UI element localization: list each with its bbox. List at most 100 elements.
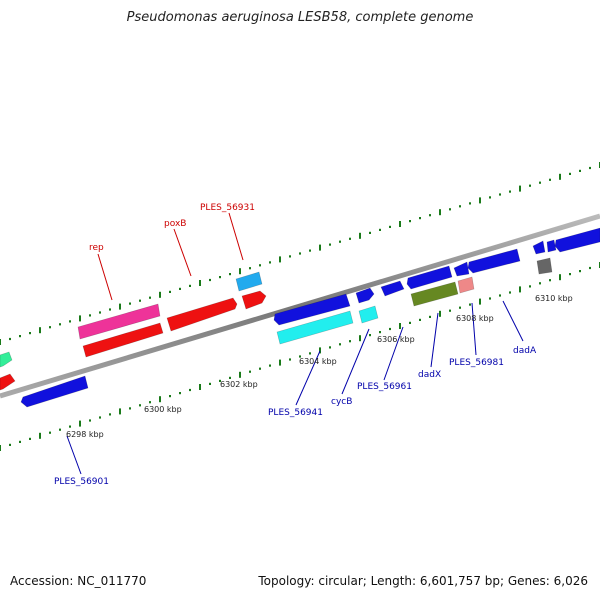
scale-label-6302: 6302 kbp bbox=[220, 380, 258, 389]
minor-tick bbox=[339, 240, 341, 243]
minor-tick bbox=[89, 419, 91, 422]
leader-rep bbox=[97, 253, 113, 301]
minor-tick bbox=[409, 321, 411, 324]
feat-blue-6[interactable] bbox=[467, 248, 521, 274]
major-tick bbox=[439, 310, 441, 317]
minor-tick bbox=[219, 276, 221, 279]
minor-tick bbox=[429, 315, 431, 318]
minor-tick bbox=[569, 273, 571, 276]
feat-PLES_56901[interactable] bbox=[20, 375, 89, 408]
minor-tick bbox=[579, 270, 581, 273]
minor-tick bbox=[329, 346, 331, 349]
major-tick bbox=[79, 420, 81, 427]
minor-tick bbox=[189, 388, 191, 392]
major-tick bbox=[0, 339, 1, 345]
feat-blue-1[interactable] bbox=[273, 293, 351, 326]
minor-tick bbox=[209, 382, 211, 385]
minor-tick bbox=[229, 273, 231, 276]
gene-features bbox=[0, 227, 600, 408]
genome-backbone bbox=[0, 213, 600, 399]
major-tick bbox=[519, 185, 521, 192]
feat-blue-9[interactable] bbox=[554, 227, 600, 253]
minor-tick bbox=[529, 184, 531, 187]
scale-label-6300: 6300 kbp bbox=[144, 405, 182, 414]
feat-blue-3[interactable] bbox=[380, 280, 405, 297]
feat-green-left[interactable] bbox=[0, 351, 13, 368]
minor-tick bbox=[89, 314, 91, 317]
minor-tick bbox=[589, 266, 591, 270]
minor-tick bbox=[229, 376, 231, 379]
feat-red-rep[interactable] bbox=[82, 322, 164, 358]
minor-tick bbox=[379, 331, 381, 334]
minor-tick bbox=[259, 367, 261, 370]
feat-blue-4[interactable] bbox=[406, 265, 453, 290]
major-tick bbox=[119, 303, 121, 310]
minor-tick bbox=[129, 302, 131, 305]
gene-label-PLES_56981: PLES_56981 bbox=[449, 358, 504, 368]
feat-PLES_56981[interactable] bbox=[457, 276, 475, 294]
minor-tick bbox=[259, 264, 261, 267]
major-tick bbox=[399, 221, 401, 227]
minor-tick bbox=[449, 309, 451, 312]
minor-tick bbox=[109, 308, 111, 311]
minor-tick bbox=[499, 294, 501, 297]
feat-blue-7[interactable] bbox=[532, 240, 546, 255]
feat-blue-5[interactable] bbox=[453, 261, 470, 277]
gene-label-PLES_56931: PLES_56931 bbox=[200, 203, 255, 213]
minor-tick bbox=[129, 407, 131, 410]
feat-PLES_56931-top[interactable] bbox=[235, 271, 263, 292]
minor-tick bbox=[579, 169, 581, 172]
minor-tick bbox=[349, 340, 351, 343]
feat-blue-8[interactable] bbox=[546, 239, 557, 253]
major-tick bbox=[479, 298, 481, 305]
minor-tick bbox=[309, 249, 311, 252]
major-tick bbox=[399, 323, 401, 329]
major-tick bbox=[39, 327, 41, 334]
accession-label: Accession: NC_011770 bbox=[10, 574, 147, 588]
feat-blue-2[interactable] bbox=[355, 287, 375, 304]
minor-tick bbox=[269, 364, 271, 367]
leader-dadA bbox=[502, 300, 524, 342]
feat-cycB[interactable] bbox=[358, 305, 379, 324]
major-tick bbox=[559, 274, 561, 281]
major-tick bbox=[0, 445, 1, 451]
feat-rep[interactable] bbox=[77, 303, 161, 340]
gene-label-PLES_56961: PLES_56961 bbox=[357, 382, 412, 392]
major-tick bbox=[199, 280, 201, 286]
feat-red-left[interactable] bbox=[0, 373, 16, 391]
minor-tick bbox=[109, 413, 111, 416]
feat-PLES_56941[interactable] bbox=[276, 310, 354, 345]
minor-tick bbox=[299, 355, 301, 358]
minor-tick bbox=[309, 352, 311, 355]
minor-tick bbox=[9, 337, 11, 341]
minor-tick bbox=[469, 202, 471, 205]
minor-tick bbox=[169, 290, 171, 293]
major-tick bbox=[39, 432, 41, 439]
minor-tick bbox=[139, 299, 141, 302]
minor-tick bbox=[539, 181, 541, 184]
minor-tick bbox=[389, 225, 391, 228]
feat-dadX[interactable] bbox=[410, 281, 459, 307]
major-tick bbox=[359, 335, 361, 342]
feat-grey[interactable] bbox=[536, 257, 553, 275]
minor-tick bbox=[69, 425, 71, 428]
feat-poxB[interactable] bbox=[166, 297, 238, 332]
gene-label-dadX: dadX bbox=[418, 370, 441, 380]
minor-tick bbox=[149, 296, 151, 299]
scale-label-6308: 6308 kbp bbox=[456, 314, 494, 323]
minor-tick bbox=[99, 416, 101, 419]
feat-PLES_56931[interactable] bbox=[241, 290, 267, 310]
minor-tick bbox=[549, 279, 551, 282]
gene-label-PLES_56901: PLES_56901 bbox=[54, 477, 109, 487]
gene-label-dadA: dadA bbox=[513, 346, 537, 356]
major-tick bbox=[239, 268, 241, 275]
minor-tick bbox=[69, 320, 71, 323]
major-tick bbox=[199, 384, 201, 390]
minor-tick bbox=[459, 306, 461, 309]
major-tick bbox=[159, 291, 161, 298]
minor-tick bbox=[149, 401, 151, 404]
minor-tick bbox=[29, 332, 31, 335]
scale-label-6310: 6310 kbp bbox=[535, 294, 573, 303]
leader-poxB bbox=[173, 228, 192, 277]
lower-dotted-track bbox=[0, 262, 600, 451]
